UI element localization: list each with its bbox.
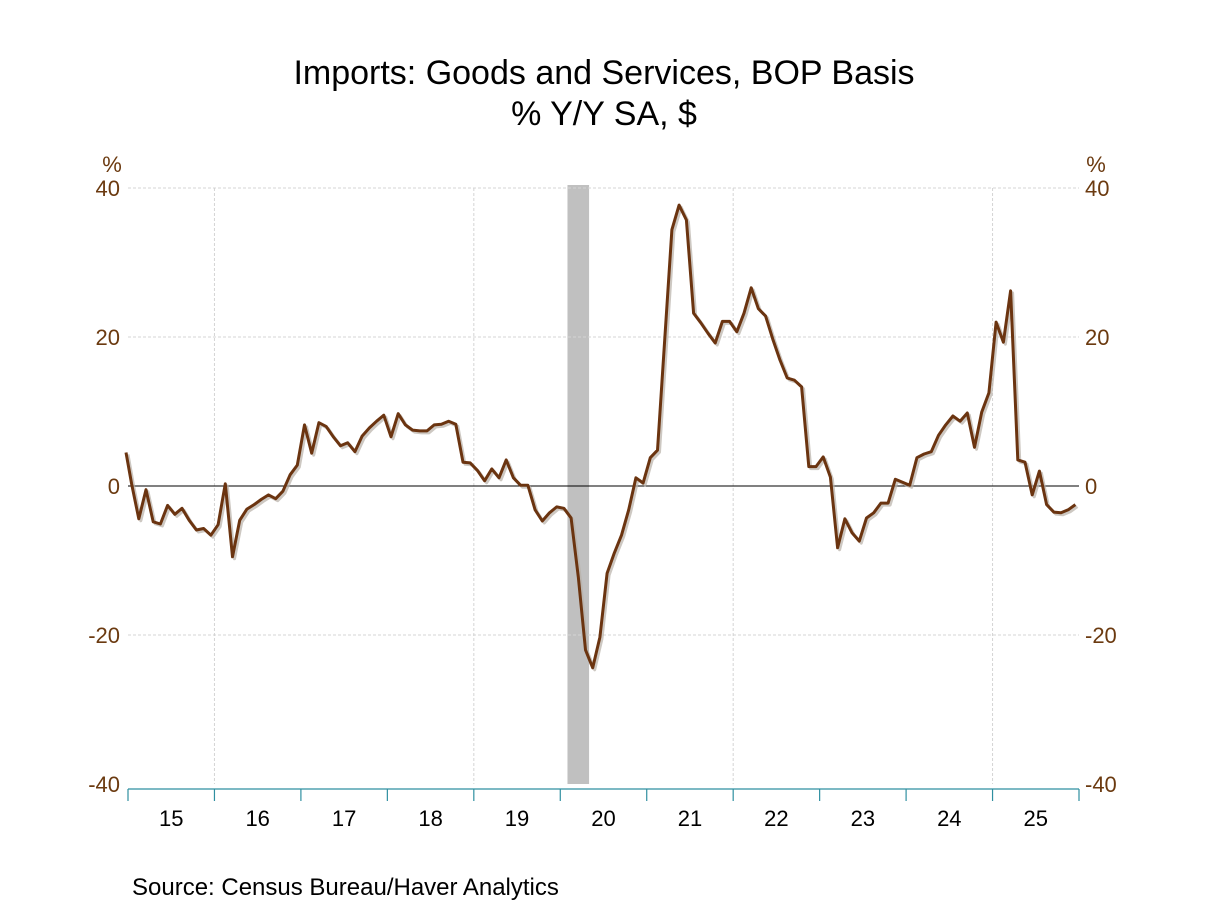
x-tick-label: 25 [1024, 806, 1048, 831]
series-line-shadow [126, 205, 1079, 672]
chart-subtitle: % Y/Y SA, $ [511, 95, 697, 133]
y-tick-label-left: -40 [88, 772, 120, 797]
x-tick-label: 17 [332, 806, 356, 831]
x-tick-label: 16 [245, 806, 269, 831]
x-tick-label: 21 [678, 806, 702, 831]
y-tick-label-left: 20 [96, 325, 120, 350]
x-tick-label: 22 [764, 806, 788, 831]
y-tick-label-right: -40 [1085, 772, 1117, 797]
chart-title: Imports: Goods and Services, BOP Basis [293, 54, 914, 92]
y-unit-right: % [1086, 152, 1106, 177]
x-tick-label: 19 [505, 806, 529, 831]
y-unit-left: % [102, 152, 122, 177]
x-tick-label: 15 [159, 806, 183, 831]
x-tick-label: 20 [591, 806, 615, 831]
y-tick-label-right: 0 [1085, 474, 1097, 499]
y-axis-right: 40 20 0 -20 -40 [1085, 176, 1117, 797]
y-tick-label-left: 0 [108, 474, 120, 499]
y-tick-label-left: 40 [96, 176, 120, 201]
x-axis: 15 16 17 18 19 20 21 22 23 24 25 [127, 788, 1080, 831]
x-tick-label: 23 [851, 806, 875, 831]
y-axis-left: 40 20 0 -20 -40 [88, 176, 120, 797]
series-line [124, 203, 1077, 670]
y-tick-label-left: -20 [88, 623, 120, 648]
y-tick-label-right: -20 [1085, 623, 1117, 648]
recession-shading-layer [567, 185, 590, 784]
series-layer [124, 203, 1079, 672]
source-note: Source: Census Bureau/Haver Analytics [132, 874, 559, 901]
x-tick-label: 18 [418, 806, 442, 831]
y-tick-label-right: 40 [1085, 176, 1109, 201]
recession-bar [567, 185, 590, 784]
x-tick-label: 24 [937, 806, 961, 831]
y-tick-label-right: 20 [1085, 325, 1109, 350]
